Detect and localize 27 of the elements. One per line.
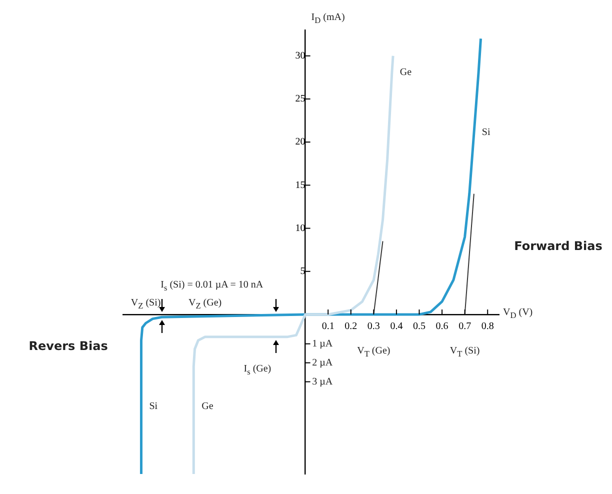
annotation: 3 µA bbox=[312, 376, 333, 388]
text: Ge bbox=[202, 400, 214, 412]
annotation: 1 µA bbox=[312, 338, 333, 350]
annotation: V$_{T}$ (Si) bbox=[450, 345, 480, 358]
annotation: I$_{s}$ (Si) = 0.01 µA = 10 nA bbox=[160, 280, 264, 293]
x-tick-label: 0.6 bbox=[436, 321, 448, 332]
text: Forward Bias bbox=[514, 238, 602, 253]
series-label: Ge bbox=[400, 67, 412, 78]
x-tick-label: 0.7 bbox=[458, 321, 472, 332]
text: Si bbox=[149, 400, 158, 412]
x-tick-label: 0.4 bbox=[390, 321, 403, 332]
x-tick-label: 0.3 bbox=[367, 321, 380, 332]
annotation: V$_{Z}$ (Si) bbox=[130, 298, 161, 311]
y-tick-label: 25 bbox=[295, 94, 306, 105]
y-tick-label: 15 bbox=[295, 180, 306, 191]
annotation: I$_{s}$ (Ge) bbox=[244, 363, 272, 376]
x-tick-label: 0.1 bbox=[322, 321, 334, 332]
x-tick-label: 0.8 bbox=[481, 321, 494, 332]
x-tick-label: 0.5 bbox=[412, 321, 426, 332]
annotation: V$_{T}$ (Ge) bbox=[357, 345, 390, 358]
annotation: 2 µA bbox=[312, 357, 333, 368]
x-axis-title: V$_{D}$ (V) bbox=[503, 306, 533, 320]
y-axis-title: I$_{D}$ (mA) bbox=[311, 12, 345, 25]
text: Revers Bias bbox=[28, 338, 108, 353]
annotation: V$_{Z}$ (Ge) bbox=[188, 298, 222, 311]
series-label: Si bbox=[482, 127, 490, 138]
x-tick-label: 0.2 bbox=[344, 321, 358, 332]
